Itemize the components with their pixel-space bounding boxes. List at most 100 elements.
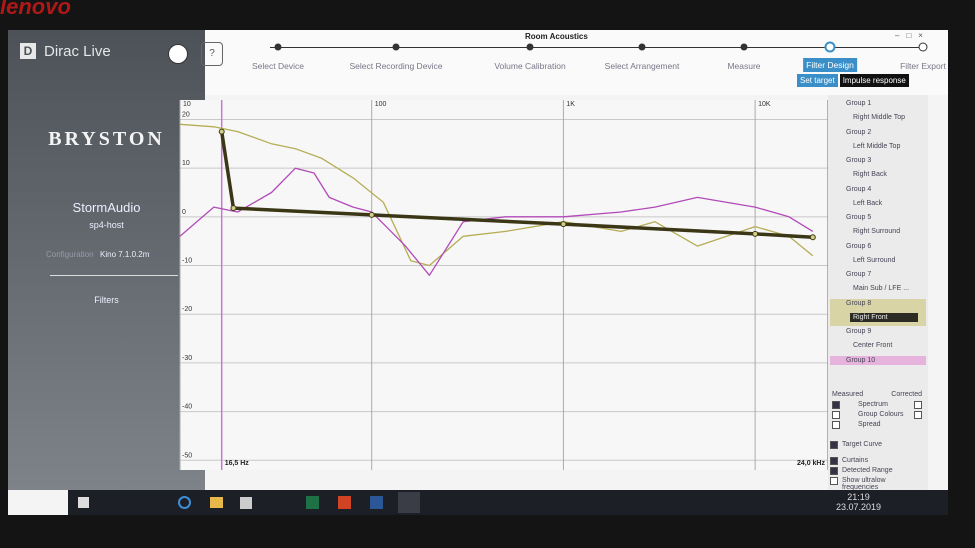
target-point [230,205,237,212]
step-dot [740,43,748,51]
tab[interactable]: Impulse response [839,74,909,87]
step-label[interactable]: Volume Calibration [494,61,566,71]
powerpoint-icon[interactable] [338,496,351,509]
y-tick-label: 20 [182,111,190,118]
step-dot [274,43,282,51]
tabs: Set target Impulse response [797,74,909,87]
y-tick-label: -50 [182,452,192,459]
group-label[interactable]: Group 3 [846,157,872,164]
date: 23.07.2019 [836,502,882,512]
x-tick-label: 10K [758,101,771,108]
y-tick-label: -20 [182,306,192,313]
range-label: 16,5 Hz [225,460,250,467]
plot-area [180,100,828,470]
divider [50,275,178,276]
target-point [752,230,759,237]
group-name[interactable]: Left Back [853,199,883,207]
device: StormAudio [72,200,141,215]
config-label: Configuration [46,250,94,259]
window-controls: – □ × [895,31,930,40]
x-tick-label: 100 [375,101,387,108]
y-tick-label: 0 [182,209,186,216]
window-control[interactable]: – [895,31,900,40]
series-line [179,167,814,276]
series-line [179,123,814,267]
target-point [809,234,816,241]
group-name[interactable]: Center Front [853,342,893,349]
checkbox[interactable] [832,421,840,429]
group-label[interactable]: Group 9 [846,328,872,335]
group-name[interactable]: Right Back [853,171,887,178]
store-icon[interactable] [240,497,252,509]
taskbar: 21:19 23.07.2019 [68,490,948,515]
option-label: Group Colours [858,411,904,418]
checkbox[interactable] [832,411,840,419]
group-name[interactable]: Left Middle Top [853,142,901,150]
checkbox[interactable] [914,411,922,419]
clock: 21:19 23.07.2019 [836,492,881,512]
step-label[interactable]: Measure [727,61,761,71]
bezel-brand: lenovo [0,0,71,19]
step-label[interactable]: Select Recording Device [349,61,443,71]
toggle-label: Show ultralow frequencies [842,477,886,491]
column-header: Measured [832,391,864,398]
step-label[interactable]: Filter Design [803,58,857,72]
logo-icon: D [20,43,36,59]
step-dot [918,42,928,52]
explorer-icon[interactable] [210,497,223,508]
logo: Dirac Live [44,43,111,60]
checkbox[interactable] [830,477,838,485]
y-tick-label: 10 [182,160,190,167]
checkbox[interactable] [914,401,922,409]
group-label[interactable]: Group 6 [846,242,872,250]
range-label: 24,0 kHz [797,460,826,467]
nav-item[interactable]: Filters [94,295,119,305]
step-label[interactable]: Select Arrangement [604,61,680,71]
y-tick-label: -40 [182,404,192,411]
checkbox[interactable] [830,441,838,449]
word-icon[interactable] [370,496,383,509]
step-dot [526,43,534,51]
excel-icon[interactable] [306,496,319,509]
help-button[interactable]: ? [201,42,223,66]
window-control[interactable]: × [918,31,923,40]
group-label[interactable]: Group 10 [846,356,876,364]
checkbox[interactable] [830,457,838,465]
group-name[interactable]: Main Sub / LFE ... [853,285,910,292]
toggle-label: Target Curve [842,441,883,448]
config-value: Kino 7.1.0.2m [100,250,150,259]
group-label[interactable]: Group 1 [846,100,872,107]
window-control[interactable]: □ [906,31,912,40]
step-dot [824,41,836,53]
group-name[interactable]: Right Front [850,312,918,322]
step-label[interactable]: Filter Export [900,61,946,71]
group-label[interactable]: Group 8 [846,299,872,307]
dirac-icon[interactable] [398,492,420,513]
group-name[interactable]: Right Middle Top [853,114,906,121]
x-tick-label: 10 [183,101,191,108]
screen: D Dirac Live BRYSTON StormAudio sp4-host… [8,30,948,515]
checkbox[interactable] [830,467,838,475]
group-label[interactable]: Group 7 [846,271,872,278]
menu-button[interactable] [168,44,188,64]
group-name[interactable]: Left Surround [853,256,896,264]
step-line [270,47,920,48]
group-name[interactable]: Right Surround [853,228,901,235]
group-label[interactable]: Group 5 [846,214,872,221]
step-dot [392,43,400,51]
option-label: Spread [858,421,881,428]
group-panel: Group 1 Right Middle Top Group 2 Left Middl… [828,95,928,491]
tab[interactable]: Set target [797,74,838,87]
edge-icon[interactable] [178,496,191,509]
sidebar: D Dirac Live BRYSTON StormAudio sp4-host… [8,30,205,490]
step-label[interactable]: Select Device [252,61,304,71]
series-line [219,131,813,240]
host: sp4-host [89,220,124,230]
group-label[interactable]: Group 2 [846,128,872,136]
y-tick-label: -10 [182,258,192,265]
group-label[interactable]: Group 4 [846,185,872,193]
checkbox[interactable] [832,401,840,409]
start-button[interactable] [78,497,89,508]
top-bar: ? Room Acoustics – □ × Set target Impulse r… [168,30,948,95]
